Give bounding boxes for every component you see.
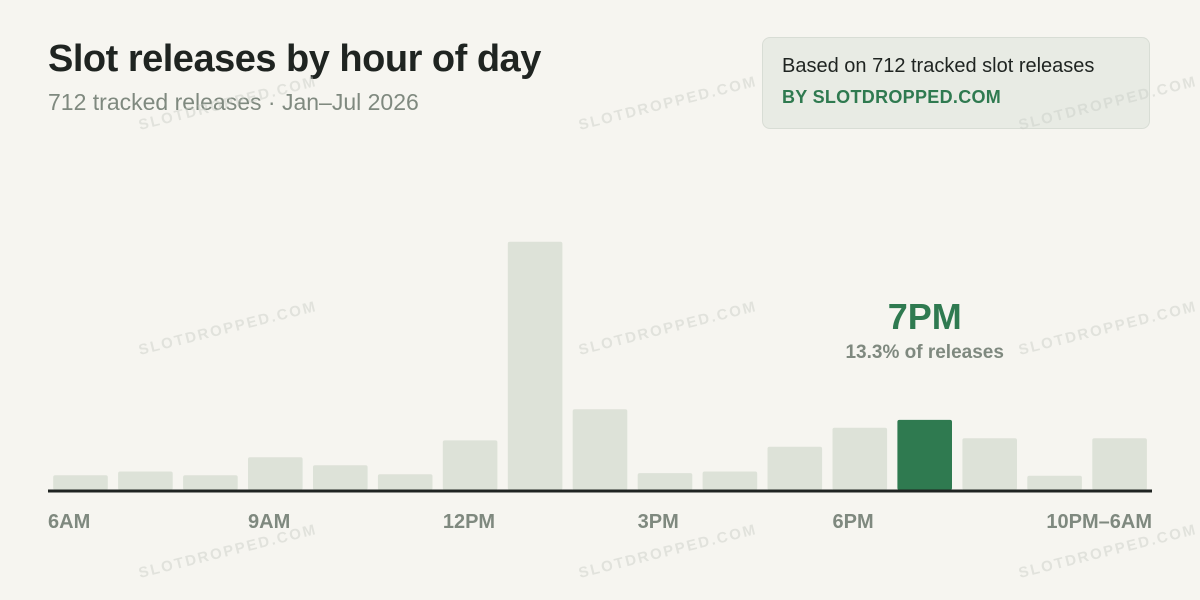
bar: [377, 474, 433, 490]
watermark-text: SLOTDROPPED.COM: [137, 73, 319, 134]
bar: [637, 473, 693, 490]
bar: [53, 475, 108, 490]
x-tick-label: 9AM: [248, 511, 290, 533]
bar: [118, 471, 173, 490]
watermark-text: SLOTDROPPED.COM: [577, 298, 759, 359]
bar-highlight: [897, 419, 952, 490]
x-tick-label: 10PM–6AM: [1046, 511, 1152, 533]
annotation-detail: 13.3% of releases: [845, 342, 1003, 363]
chart-subtitle: 712 tracked releases · Jan–Jul 2026: [48, 89, 419, 115]
watermark-text: SLOTDROPPED.COM: [1017, 298, 1199, 359]
bar: [183, 475, 238, 490]
watermark-text: SLOTDROPPED.COM: [1017, 73, 1199, 134]
annotation-label: 7PM: [888, 296, 962, 337]
bar: [1027, 475, 1082, 490]
watermark-text: SLOTDROPPED.COM: [577, 73, 759, 134]
bar: [313, 465, 368, 490]
bar: [572, 409, 628, 490]
chart-title: Slot releases by hour of day: [48, 38, 541, 80]
bar: [248, 457, 303, 490]
bar: [442, 440, 498, 490]
x-tick-label: 12PM: [443, 511, 495, 533]
source-box: Based on 712 tracked slot releases BY SL…: [762, 37, 1150, 129]
x-tick-label: 6PM: [832, 511, 873, 533]
x-tick-label: 3PM: [638, 511, 679, 533]
bar: [507, 241, 563, 490]
bar: [1092, 438, 1147, 490]
bar: [702, 471, 758, 490]
watermark-text: SLOTDROPPED.COM: [137, 521, 319, 582]
bar: [962, 438, 1017, 490]
x-tick-label: 6AM: [48, 511, 90, 533]
bar: [832, 427, 888, 490]
source-brand: BY SLOTDROPPED.COM: [782, 87, 1002, 107]
bar: [767, 446, 823, 490]
source-description: Based on 712 tracked slot releases: [782, 55, 1095, 77]
watermark-text: SLOTDROPPED.COM: [137, 298, 319, 359]
